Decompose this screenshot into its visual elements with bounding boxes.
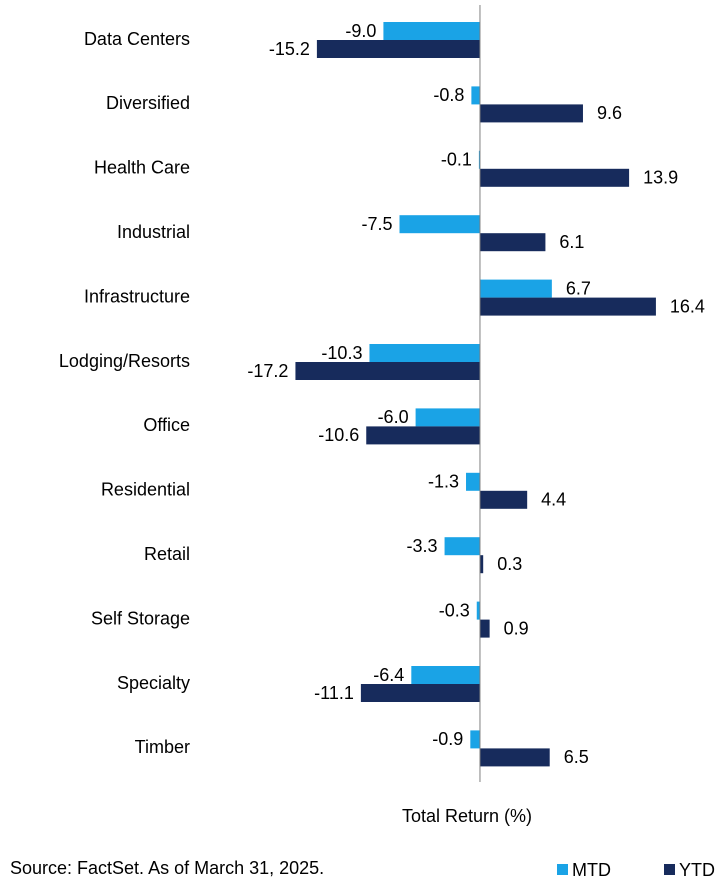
bar bbox=[479, 490, 528, 509]
value-label: 6.5 bbox=[564, 747, 589, 767]
value-label: -0.3 bbox=[439, 600, 470, 620]
bar bbox=[411, 666, 480, 684]
value-label: 0.9 bbox=[504, 618, 529, 638]
value-label: 6.7 bbox=[566, 278, 591, 298]
value-label: 16.4 bbox=[670, 296, 705, 316]
category-label: Data Centers bbox=[84, 29, 190, 49]
bar bbox=[479, 297, 656, 316]
category-label: Office bbox=[143, 415, 190, 435]
bar bbox=[366, 426, 480, 445]
value-label: -11.1 bbox=[314, 683, 354, 703]
bar bbox=[479, 168, 630, 187]
category-label: Industrial bbox=[117, 222, 190, 242]
bar bbox=[360, 684, 480, 702]
value-label: 13.9 bbox=[643, 168, 678, 188]
bar bbox=[479, 555, 484, 574]
value-label: 4.4 bbox=[541, 490, 566, 510]
legend-swatch bbox=[557, 864, 568, 875]
bar bbox=[369, 344, 480, 362]
value-label: -3.3 bbox=[407, 536, 438, 556]
bar bbox=[295, 362, 480, 380]
value-label: -0.9 bbox=[432, 729, 463, 749]
category-label: Self Storage bbox=[91, 608, 190, 628]
category-label: Timber bbox=[135, 737, 190, 757]
value-label: 0.3 bbox=[497, 554, 522, 574]
bar bbox=[478, 150, 480, 169]
source-note: Source: FactSet. As of March 31, 2025. bbox=[10, 858, 324, 878]
bar bbox=[415, 408, 480, 427]
value-label: -10.6 bbox=[318, 425, 359, 445]
value-label: -0.8 bbox=[433, 85, 464, 105]
legend-label: MTD bbox=[572, 860, 611, 880]
category-label: Health Care bbox=[94, 158, 190, 178]
value-label: -9.0 bbox=[345, 21, 376, 41]
bar bbox=[476, 601, 480, 620]
bar bbox=[479, 748, 550, 767]
bar bbox=[470, 730, 480, 749]
value-label: -10.3 bbox=[321, 343, 362, 363]
category-label: Lodging/Resorts bbox=[59, 351, 190, 371]
bar bbox=[479, 619, 490, 638]
bar bbox=[316, 40, 480, 58]
value-label: 9.6 bbox=[597, 103, 622, 123]
value-label: -0.1 bbox=[441, 150, 472, 170]
category-label: Infrastructure bbox=[84, 286, 190, 306]
bar bbox=[479, 104, 583, 123]
bar bbox=[383, 22, 480, 40]
x-axis-label: Total Return (%) bbox=[402, 806, 532, 826]
value-label: 6.1 bbox=[559, 232, 584, 252]
bar bbox=[399, 215, 480, 234]
category-label: Diversified bbox=[106, 93, 190, 113]
value-label: -7.5 bbox=[361, 214, 392, 234]
bar bbox=[479, 279, 552, 298]
value-label: -1.3 bbox=[428, 472, 459, 492]
value-label: -17.2 bbox=[247, 361, 288, 381]
category-label: Specialty bbox=[117, 673, 190, 693]
value-label: -6.0 bbox=[378, 407, 409, 427]
category-label: Retail bbox=[144, 544, 190, 564]
bar bbox=[444, 537, 480, 556]
bar bbox=[479, 233, 546, 252]
bar bbox=[471, 86, 480, 105]
value-label: -15.2 bbox=[269, 39, 310, 59]
value-label: -6.4 bbox=[373, 665, 404, 685]
legend-label: YTD bbox=[679, 860, 715, 880]
category-label: Residential bbox=[101, 480, 190, 500]
bar bbox=[466, 472, 480, 491]
legend-swatch bbox=[664, 864, 675, 875]
